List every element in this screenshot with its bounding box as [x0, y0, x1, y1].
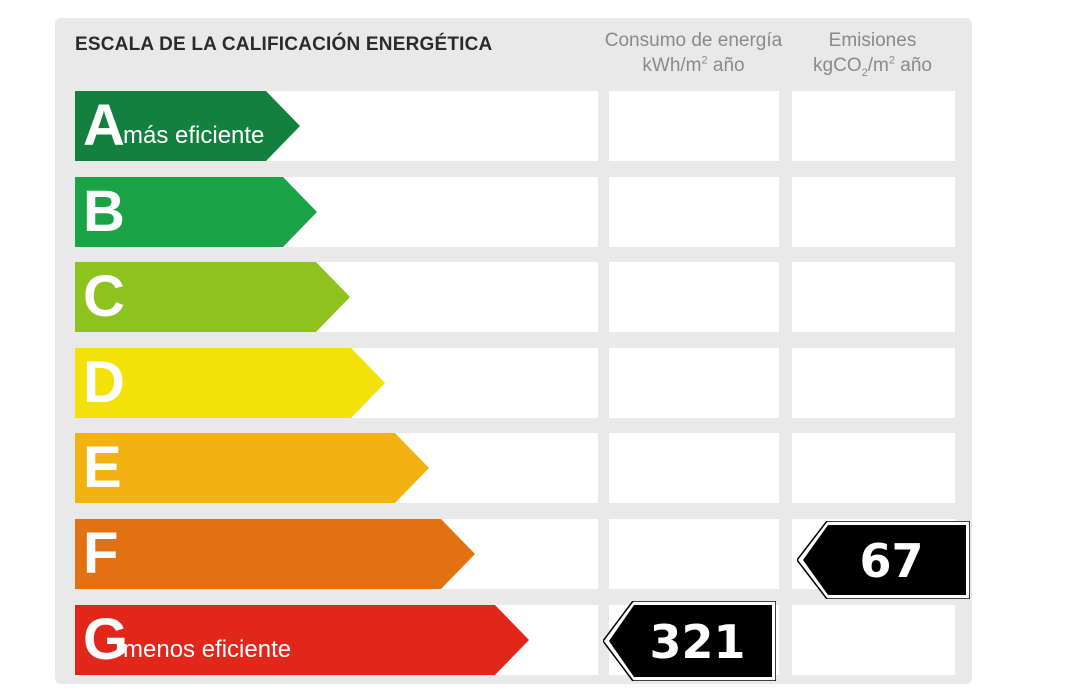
rating-arrow-b: B	[75, 177, 317, 247]
emisiones-cell-a	[792, 91, 955, 161]
rating-arrow-e: E	[75, 433, 429, 503]
emisiones-result-marker-value: 67	[859, 534, 924, 588]
column-header-consumo: Consumo de energía kWh/m2 año	[596, 28, 791, 78]
rating-arrow-c: C	[75, 262, 350, 332]
rating-letter-b: B	[83, 179, 125, 244]
consumo-cell-c	[609, 262, 779, 332]
consumo-cell-e	[609, 433, 779, 503]
consumo-cell-d	[609, 348, 779, 418]
rating-letter-a: A	[83, 93, 125, 158]
consumo-cell-f	[609, 519, 779, 589]
rating-arrow-f: F	[75, 519, 475, 589]
rating-arrow-shape-g	[75, 605, 529, 675]
emisiones-result-marker: 67	[797, 521, 970, 599]
rating-arrow-shape-a	[75, 91, 300, 161]
consumo-cell-b	[609, 177, 779, 247]
rating-letter-f: F	[83, 521, 119, 586]
emisiones-cell-b	[792, 177, 955, 247]
consumo-result-marker-shape	[603, 601, 776, 681]
page-title: ESCALA DE LA CALIFICACIÓN ENERGÉTICA	[75, 34, 493, 55]
emisiones-header-unit: kgCO2/m2 año	[813, 54, 932, 79]
emisiones-cell-g	[792, 605, 955, 675]
rating-letter-e: E	[83, 435, 122, 500]
column-header-emisiones: Emisiones kgCO2/m2 año	[785, 28, 960, 78]
rating-arrow-shape-c	[75, 262, 350, 332]
rating-arrow-shape-b	[75, 177, 317, 247]
rating-arrow-shape-e	[75, 433, 429, 503]
emisiones-cell-c	[792, 262, 955, 332]
consumo-result-marker: 321	[603, 601, 776, 681]
rating-letter-d: D	[83, 350, 125, 415]
consumo-cell-a	[609, 91, 779, 161]
emisiones-result-marker-shape	[797, 521, 970, 599]
consumo-result-marker-value: 321	[649, 615, 746, 669]
rating-arrow-d: D	[75, 348, 385, 418]
rating-letter-g: G	[83, 607, 129, 672]
rating-arrow-shape-f	[75, 519, 475, 589]
emisiones-cell-e	[792, 433, 955, 503]
consumo-header-line1: Consumo de energía	[604, 30, 783, 51]
rating-letter-c: C	[83, 264, 125, 329]
rating-arrow-shape-d	[75, 348, 385, 418]
rating-label-a: más eficiente	[123, 122, 265, 149]
rating-label-g: menos eficiente	[123, 636, 292, 663]
emisiones-header-line1: Emisiones	[828, 30, 917, 51]
consumo-header-unit: kWh/m2 año	[642, 54, 745, 76]
emisiones-cell-d	[792, 348, 955, 418]
